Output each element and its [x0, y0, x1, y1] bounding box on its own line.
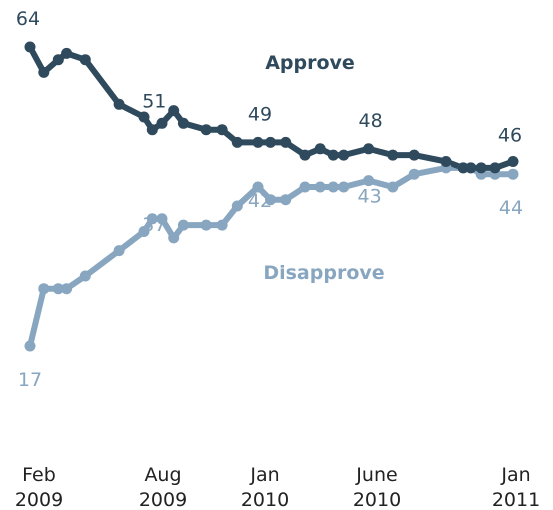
approve-value-label-3: 48	[359, 110, 383, 132]
disapprove-point-19	[327, 181, 339, 193]
approve-point-12	[216, 124, 228, 136]
approve-point-5	[113, 98, 125, 110]
disapprove-point-9	[168, 232, 180, 244]
x-axis-tick-labels: Feb 2009 Aug 2009 Jan 2010 June 2010 Jan 2011	[15, 464, 540, 510]
disapprove-point-15	[265, 194, 276, 206]
x-tick-year-3: 2010	[353, 489, 401, 510]
approve-point-29	[507, 156, 519, 167]
approve-point-13	[231, 136, 243, 148]
disapprove-point-1	[38, 283, 50, 295]
disapprove-point-0	[24, 340, 36, 352]
x-tick-month-0: Feb	[22, 464, 56, 486]
approve-series-label: Approve	[265, 52, 355, 74]
approve-point-19	[327, 149, 339, 161]
disapprove-value-label-0: 17	[18, 369, 42, 391]
approve-point-20	[338, 149, 350, 161]
disapprove-point-14	[252, 181, 264, 193]
approve-point-24	[440, 156, 452, 167]
x-tick-year-2: 2010	[241, 489, 289, 510]
approve-value-label-1: 51	[142, 91, 166, 113]
approve-point-26	[465, 162, 477, 174]
series-markers	[24, 41, 519, 352]
disapprove-point-4	[79, 270, 91, 282]
x-tick-month-2: Jan	[249, 464, 279, 486]
approve-point-7	[146, 124, 158, 136]
approve-point-18	[314, 143, 326, 155]
approve-point-4	[79, 54, 91, 66]
approve-point-17	[299, 149, 311, 161]
approve-point-22	[387, 149, 399, 161]
disapprove-value-label-3: 43	[358, 186, 382, 208]
approve-point-28	[489, 162, 501, 174]
approve-point-9	[168, 105, 180, 117]
disapprove-point-3	[61, 283, 73, 295]
disapprove-value-label-4: 44	[499, 197, 523, 219]
disapprove-point-13	[231, 200, 243, 212]
disapprove-point-12	[216, 219, 228, 231]
disapprove-series-label: Disapprove	[263, 262, 384, 284]
approve-point-0	[24, 41, 36, 53]
approve-point-23	[408, 149, 420, 161]
disapprove-value-label-2: 42	[248, 190, 272, 212]
approve-point-2	[52, 54, 64, 66]
disapprove-point-5	[113, 245, 125, 257]
approve-value-label-0: 64	[16, 8, 40, 30]
disapprove-point-16	[280, 194, 292, 206]
approve-point-14	[252, 136, 264, 148]
approve-point-27	[475, 162, 487, 174]
x-tick-month-1: Aug	[144, 464, 181, 486]
x-tick-month-3: June	[355, 464, 397, 486]
x-tick-year-1: 2009	[139, 489, 187, 510]
disapprove-point-2	[52, 283, 64, 295]
disapprove-point-11	[200, 219, 212, 231]
approve-point-25	[457, 162, 469, 174]
approve-point-16	[280, 136, 292, 148]
disapprove-value-label-1: 37	[142, 214, 166, 236]
disapprove-point-22	[387, 181, 399, 193]
approve-value-label-2: 49	[248, 103, 272, 125]
series-name-labels: Approve Disapprove	[263, 52, 384, 284]
x-tick-month-4: Jan	[500, 464, 530, 486]
approve-point-11	[200, 124, 212, 136]
approve-point-3	[61, 47, 73, 59]
approve-point-15	[265, 136, 276, 148]
disapprove-point-17	[299, 181, 311, 193]
approve-point-8	[156, 117, 168, 129]
data-labels: 64 51 49 48 46 17 37 42 43 44	[16, 8, 523, 391]
approve-point-21	[363, 143, 375, 155]
disapprove-point-18	[314, 181, 326, 193]
approve-value-label-4: 46	[498, 125, 522, 147]
x-tick-year-4: 2011	[492, 489, 540, 510]
disapprove-point-21	[363, 175, 375, 187]
approve-point-10	[177, 117, 189, 129]
disapprove-point-6	[138, 226, 150, 237]
x-tick-year-0: 2009	[15, 489, 63, 510]
approve-point-6	[138, 111, 150, 123]
disapprove-point-7	[146, 213, 158, 225]
disapprove-point-8	[156, 213, 168, 225]
disapprove-point-29	[507, 168, 519, 180]
disapprove-point-20	[338, 181, 350, 193]
disapprove-point-23	[408, 168, 420, 180]
disapprove-point-10	[177, 219, 189, 231]
approve-point-1	[38, 66, 50, 78]
